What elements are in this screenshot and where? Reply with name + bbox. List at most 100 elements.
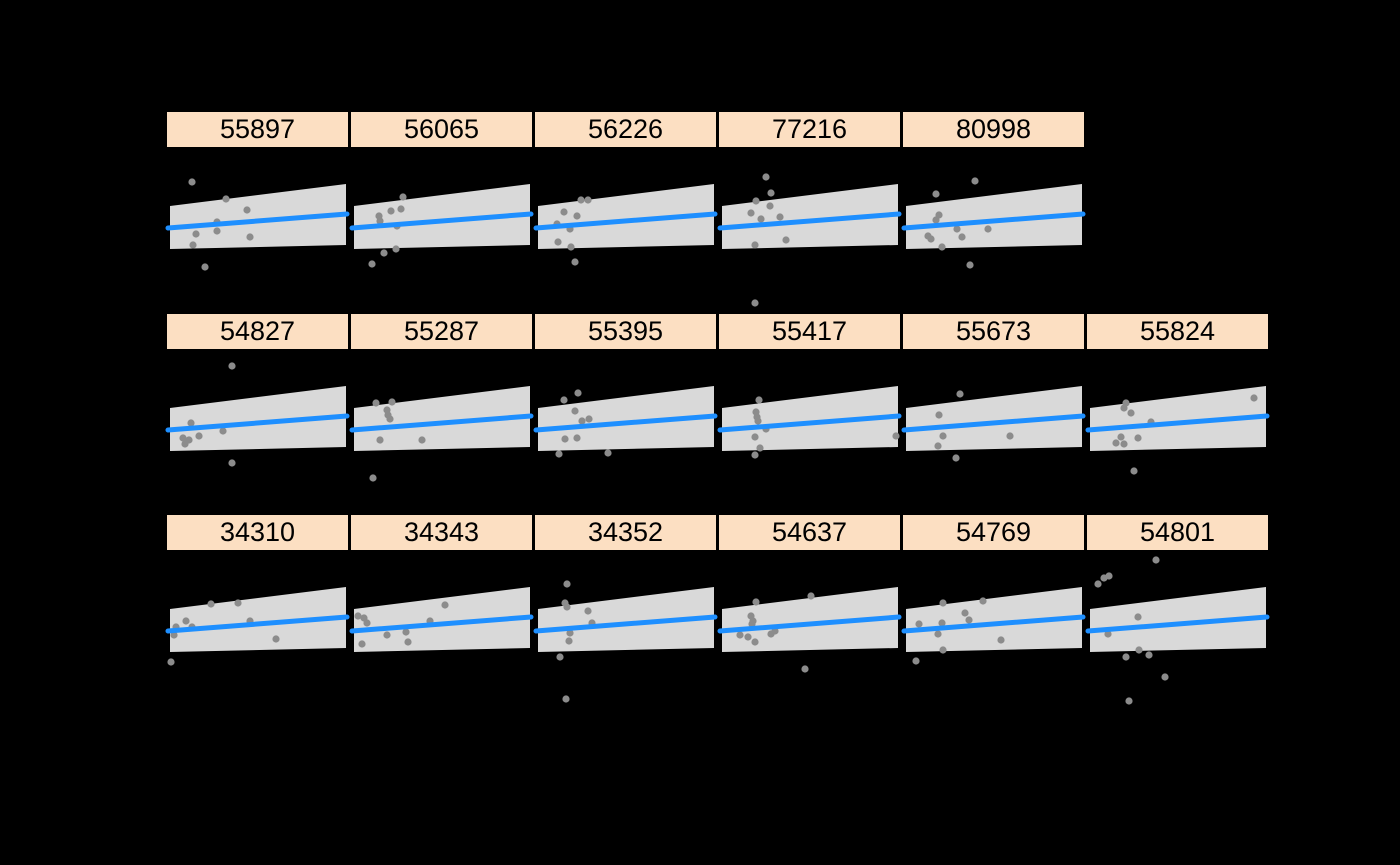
- data-point: [932, 190, 940, 198]
- facet: 55897: [165, 112, 350, 347]
- data-point: [368, 260, 376, 268]
- data-point: [776, 213, 784, 221]
- facet-strip-label: 54637: [719, 515, 900, 550]
- data-point: [782, 236, 790, 244]
- confidence-ribbon: [170, 587, 346, 652]
- data-point: [228, 459, 236, 467]
- facet-strip-label: 34352: [535, 515, 716, 550]
- facet-strip-label: 55673: [903, 314, 1084, 349]
- data-point: [997, 636, 1005, 644]
- facet-panel: [165, 362, 350, 467]
- data-point: [380, 249, 388, 257]
- data-point: [402, 628, 410, 636]
- data-point: [953, 225, 961, 233]
- regression-line: [533, 211, 718, 231]
- data-point: [1120, 440, 1128, 448]
- data-point: [751, 433, 759, 441]
- regression-line: [165, 211, 350, 231]
- data-point: [801, 665, 809, 673]
- regression-line: [349, 413, 534, 433]
- data-point: [578, 417, 586, 425]
- data-point: [1134, 434, 1142, 442]
- data-point: [192, 230, 200, 238]
- data-point: [892, 432, 900, 440]
- data-point: [748, 620, 756, 628]
- facet-panel: [533, 580, 718, 703]
- confidence-ribbon: [906, 184, 1082, 249]
- facet: 34343: [349, 515, 534, 750]
- facet-panel: [717, 587, 902, 673]
- data-point: [961, 609, 969, 617]
- facet: 55417: [717, 314, 902, 549]
- facet-panel: [717, 173, 902, 307]
- regression-line: [717, 211, 902, 231]
- data-point: [167, 658, 175, 666]
- data-point: [935, 411, 943, 419]
- data-point: [566, 629, 574, 637]
- confidence-ribbon: [1090, 386, 1266, 451]
- data-point: [751, 451, 759, 459]
- data-point: [567, 243, 575, 251]
- data-point: [1145, 651, 1153, 659]
- facet-strip-label: 54827: [167, 314, 348, 349]
- data-point: [397, 205, 405, 213]
- data-point: [560, 396, 568, 404]
- facet-strip-label: 55395: [535, 314, 716, 349]
- data-point: [555, 450, 563, 458]
- data-point: [744, 633, 752, 641]
- facet-panel: [349, 587, 534, 652]
- facet: 55395: [533, 314, 718, 549]
- data-point: [984, 225, 992, 233]
- facet-panel: [1085, 386, 1270, 475]
- data-point: [1152, 556, 1160, 564]
- facet-strip-label: 55824: [1087, 314, 1268, 349]
- data-point: [556, 653, 564, 661]
- facet-panel: [349, 184, 534, 268]
- data-point: [565, 637, 573, 645]
- facet-panel: [1085, 556, 1270, 705]
- facet-panel: [349, 386, 534, 482]
- data-point: [179, 434, 187, 442]
- data-point: [188, 178, 196, 186]
- regression-line: [533, 413, 718, 433]
- data-point: [272, 635, 280, 643]
- regression-line: [165, 413, 350, 433]
- data-point: [965, 616, 973, 624]
- confidence-ribbon: [538, 386, 714, 451]
- data-point: [246, 233, 254, 241]
- data-point: [747, 209, 755, 217]
- data-point: [187, 419, 195, 427]
- data-point: [934, 442, 942, 450]
- data-point: [762, 173, 770, 181]
- facet-strip-label: 34343: [351, 515, 532, 550]
- facet: 55824: [1085, 314, 1270, 549]
- facet: 80998: [901, 112, 1086, 347]
- facet-panel: [717, 386, 902, 459]
- data-point: [386, 415, 394, 423]
- regression-line: [349, 614, 534, 634]
- data-point: [182, 617, 190, 625]
- data-point: [363, 619, 371, 627]
- data-point: [418, 436, 426, 444]
- data-point: [388, 398, 396, 406]
- confidence-ribbon: [538, 587, 714, 652]
- data-point: [376, 217, 384, 225]
- data-point: [1112, 439, 1120, 447]
- regression-line: [165, 614, 350, 634]
- facet-strip-label: 55417: [719, 314, 900, 349]
- data-point: [585, 415, 593, 423]
- data-point: [971, 177, 979, 185]
- facet-strip-label: 56065: [351, 112, 532, 147]
- regression-line: [901, 211, 1086, 231]
- data-point: [577, 196, 585, 204]
- data-point: [571, 407, 579, 415]
- facet-panel: [533, 386, 718, 458]
- data-point: [939, 599, 947, 607]
- confidence-ribbon: [170, 386, 346, 451]
- data-point: [767, 189, 775, 197]
- data-point: [372, 399, 380, 407]
- facet-strip-label: 56226: [535, 112, 716, 147]
- facet-strip-label: 80998: [903, 112, 1084, 147]
- data-point: [912, 657, 920, 665]
- data-point: [228, 362, 236, 370]
